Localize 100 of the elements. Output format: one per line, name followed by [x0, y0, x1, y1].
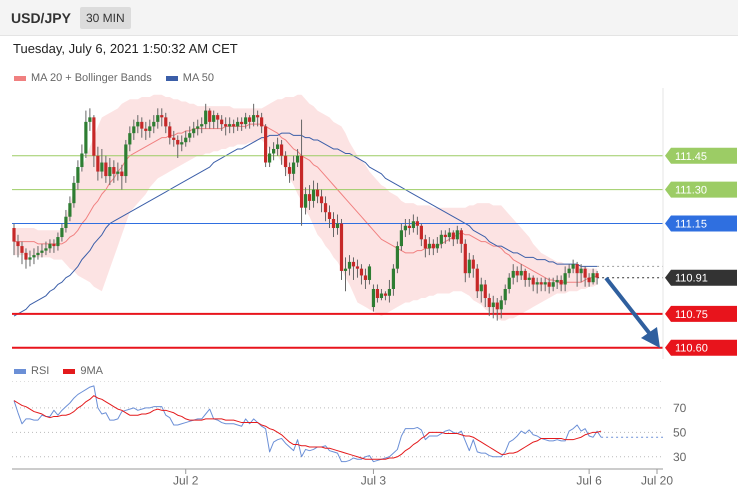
- candlestick: [48, 238, 52, 254]
- legend-label: MA 20 + Bollinger Bands: [31, 72, 152, 84]
- candlestick: [220, 114, 224, 132]
- candlestick: [156, 108, 160, 130]
- candlestick: [216, 112, 220, 130]
- candlestick: [260, 112, 264, 134]
- candlestick: [540, 277, 543, 292]
- candlestick: [336, 214, 340, 236]
- candlestick: [512, 264, 515, 285]
- candlestick: [496, 298, 499, 322]
- y-tick-label: 50: [673, 425, 687, 440]
- candlestick: [372, 284, 376, 312]
- x-tick-label: Jul 6: [576, 474, 602, 488]
- candlestick: [292, 155, 296, 182]
- candlestick: [296, 148, 300, 168]
- candlestick: [100, 148, 104, 179]
- candlestick: [88, 108, 92, 132]
- candlestick: [196, 119, 200, 136]
- candlestick: [236, 116, 240, 132]
- candlestick: [112, 160, 116, 184]
- candlestick: [32, 248, 36, 265]
- x-tick-label: Jul 20: [640, 474, 674, 488]
- candlestick: [144, 121, 148, 140]
- candlestick: [532, 274, 535, 292]
- candlestick: [400, 223, 403, 252]
- candlestick: [16, 234, 20, 258]
- candlestick: [24, 248, 28, 270]
- candlestick: [20, 241, 24, 265]
- candlestick: [332, 212, 336, 238]
- candlestick: [180, 134, 184, 152]
- candlestick: [212, 110, 216, 130]
- candlestick: [96, 146, 100, 182]
- candlestick: [536, 277, 539, 294]
- candlestick: [76, 160, 80, 190]
- candlestick: [64, 209, 68, 234]
- candlestick: [432, 238, 435, 256]
- candlestick: [288, 162, 292, 184]
- candlestick: [360, 264, 364, 285]
- line-series: [13, 132, 598, 317]
- candlestick: [328, 204, 332, 229]
- candlestick: [456, 225, 459, 244]
- x-tick-label: Jul 3: [360, 474, 386, 488]
- candlestick: [204, 103, 208, 130]
- candlestick: [308, 184, 312, 210]
- candlestick: [376, 284, 380, 304]
- candlestick: [252, 103, 256, 127]
- chart-title: USD/JPY: [11, 10, 71, 26]
- y-tick-label: 110.60: [675, 342, 708, 355]
- candlestick: [232, 119, 236, 134]
- candlestick: [248, 114, 252, 130]
- candlestick: [388, 279, 392, 304]
- candlestick: [164, 112, 168, 134]
- candlestick: [276, 137, 280, 156]
- candlestick: [528, 272, 531, 288]
- candlestick: [492, 295, 495, 319]
- candlestick: [228, 116, 232, 134]
- candlestick: [68, 196, 72, 222]
- candlestick: [420, 223, 423, 247]
- y-tick-label: 111.45: [675, 150, 708, 163]
- candlestick: [192, 121, 196, 138]
- candlestick: [60, 223, 64, 242]
- text: 30 MIN: [86, 11, 125, 25]
- candlestick: [224, 116, 228, 136]
- y-tick-label: 111.30: [675, 184, 708, 197]
- candlestick: [284, 150, 288, 177]
- candlestick: [436, 236, 439, 254]
- candlestick: [268, 146, 272, 168]
- candlestick: [148, 119, 152, 138]
- candlestick: [424, 234, 427, 258]
- candlestick: [468, 252, 471, 278]
- candlestick: [416, 216, 419, 236]
- candlestick: [104, 155, 108, 184]
- candlestick: [452, 230, 455, 247]
- candlestick: [564, 266, 567, 292]
- candlestick: [404, 218, 407, 238]
- candlestick: [480, 277, 483, 304]
- candlestick: [368, 264, 372, 285]
- candlestick: [272, 142, 276, 161]
- candlestick: [556, 274, 559, 290]
- candlestick: [280, 139, 284, 166]
- candlestick: [516, 266, 519, 283]
- candlestick: [80, 144, 84, 172]
- candlestick: [380, 288, 384, 301]
- candlestick: [520, 264, 523, 280]
- candlestick: [384, 290, 388, 301]
- y-tick-label: 110.91: [675, 272, 708, 285]
- candlestick: [412, 214, 415, 234]
- candlestick: [428, 236, 431, 256]
- legend-label: 9MA: [80, 365, 103, 377]
- candlestick: [160, 108, 164, 127]
- candlestick: [348, 254, 352, 276]
- candlestick: [304, 186, 308, 215]
- y-tick-label: 70: [673, 400, 687, 415]
- candlestick: [140, 116, 144, 138]
- candlestick: [208, 108, 212, 130]
- legend-label: RSI: [31, 365, 50, 377]
- candlestick: [184, 130, 188, 148]
- candlestick: [152, 114, 156, 134]
- candlestick: [56, 232, 60, 252]
- candlestick: [176, 134, 180, 159]
